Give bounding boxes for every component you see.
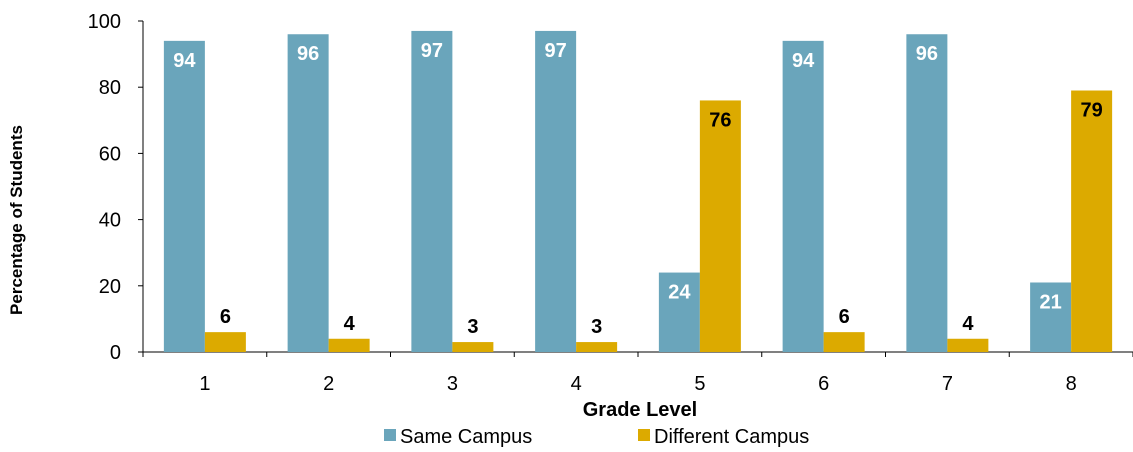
x-tick-group: 1 2 3 4 5 6 7 8 xyxy=(142,352,1133,395)
bar-same-campus xyxy=(535,30,577,353)
legend: Same Campus Different Campus xyxy=(384,426,809,448)
bar-different-campus xyxy=(452,342,494,352)
y-tick-label: 40 xyxy=(99,210,121,232)
legend-swatch-same-campus xyxy=(384,429,396,441)
data-label-different-campus: 76 xyxy=(709,109,731,131)
y-tick-group: 0 20 40 60 80 100 xyxy=(88,11,143,364)
data-label-same-campus: 94 xyxy=(792,50,815,72)
x-axis-title: Grade Level xyxy=(583,399,698,421)
y-tick-label: 60 xyxy=(99,143,121,165)
x-axis: 1 2 3 4 5 6 7 8 xyxy=(142,351,1133,395)
data-label-different-campus: 79 xyxy=(1081,100,1103,122)
data-label-different-campus: 4 xyxy=(344,313,356,335)
data-label-same-campus: 21 xyxy=(1040,291,1062,313)
bar-different-campus xyxy=(204,332,246,352)
bar-different-campus xyxy=(1071,90,1113,352)
y-axis-title: Percentage of Students xyxy=(7,125,26,315)
y-tick-label: 20 xyxy=(99,276,121,298)
x-tick-label: 3 xyxy=(447,373,458,395)
bar-different-campus xyxy=(328,338,370,352)
bar-same-campus xyxy=(411,30,453,353)
data-label-same-campus: 97 xyxy=(421,40,443,62)
y-axis: 0 20 40 60 80 100 xyxy=(88,11,144,364)
legend-swatch-different-campus xyxy=(638,429,650,441)
data-label-same-campus: 24 xyxy=(668,282,691,304)
bar-same-campus xyxy=(906,34,948,353)
data-label-group: 94 96 97 97 24 94 96 21 6 4 3 3 76 6 4 79 xyxy=(173,40,1103,338)
bar-different-campus xyxy=(947,338,989,352)
bar-different-campus xyxy=(576,342,618,352)
y-tick-label: 100 xyxy=(88,11,121,33)
legend-label-same-campus: Same Campus xyxy=(400,426,532,448)
x-tick-label: 2 xyxy=(323,373,334,395)
y-tick-label: 0 xyxy=(110,342,121,364)
data-label-different-campus: 4 xyxy=(962,313,974,335)
data-label-same-campus: 96 xyxy=(916,43,938,65)
bar-different-campus xyxy=(699,100,741,352)
x-tick-label: 1 xyxy=(199,373,210,395)
bar-same-campus xyxy=(163,40,205,353)
data-label-different-campus: 3 xyxy=(591,316,602,338)
data-label-different-campus: 6 xyxy=(839,306,850,328)
data-label-same-campus: 96 xyxy=(297,43,319,65)
y-tick-label: 80 xyxy=(99,77,121,99)
bar-same-campus xyxy=(658,272,700,352)
bar-group xyxy=(163,30,1113,353)
x-tick-label: 5 xyxy=(694,373,705,395)
legend-label-different-campus: Different Campus xyxy=(654,426,809,448)
data-label-different-campus: 6 xyxy=(220,306,231,328)
data-label-same-campus: 94 xyxy=(173,50,196,72)
bar-same-campus xyxy=(287,34,329,353)
bar-same-campus xyxy=(782,40,824,353)
data-label-different-campus: 3 xyxy=(467,316,478,338)
bar-same-campus xyxy=(1030,282,1072,352)
data-label-same-campus: 97 xyxy=(545,40,567,62)
x-tick-label: 6 xyxy=(818,373,829,395)
x-tick-label: 7 xyxy=(942,373,953,395)
x-tick-label: 8 xyxy=(1066,373,1077,395)
x-tick-label: 4 xyxy=(571,373,582,395)
bar-different-campus xyxy=(823,332,865,352)
